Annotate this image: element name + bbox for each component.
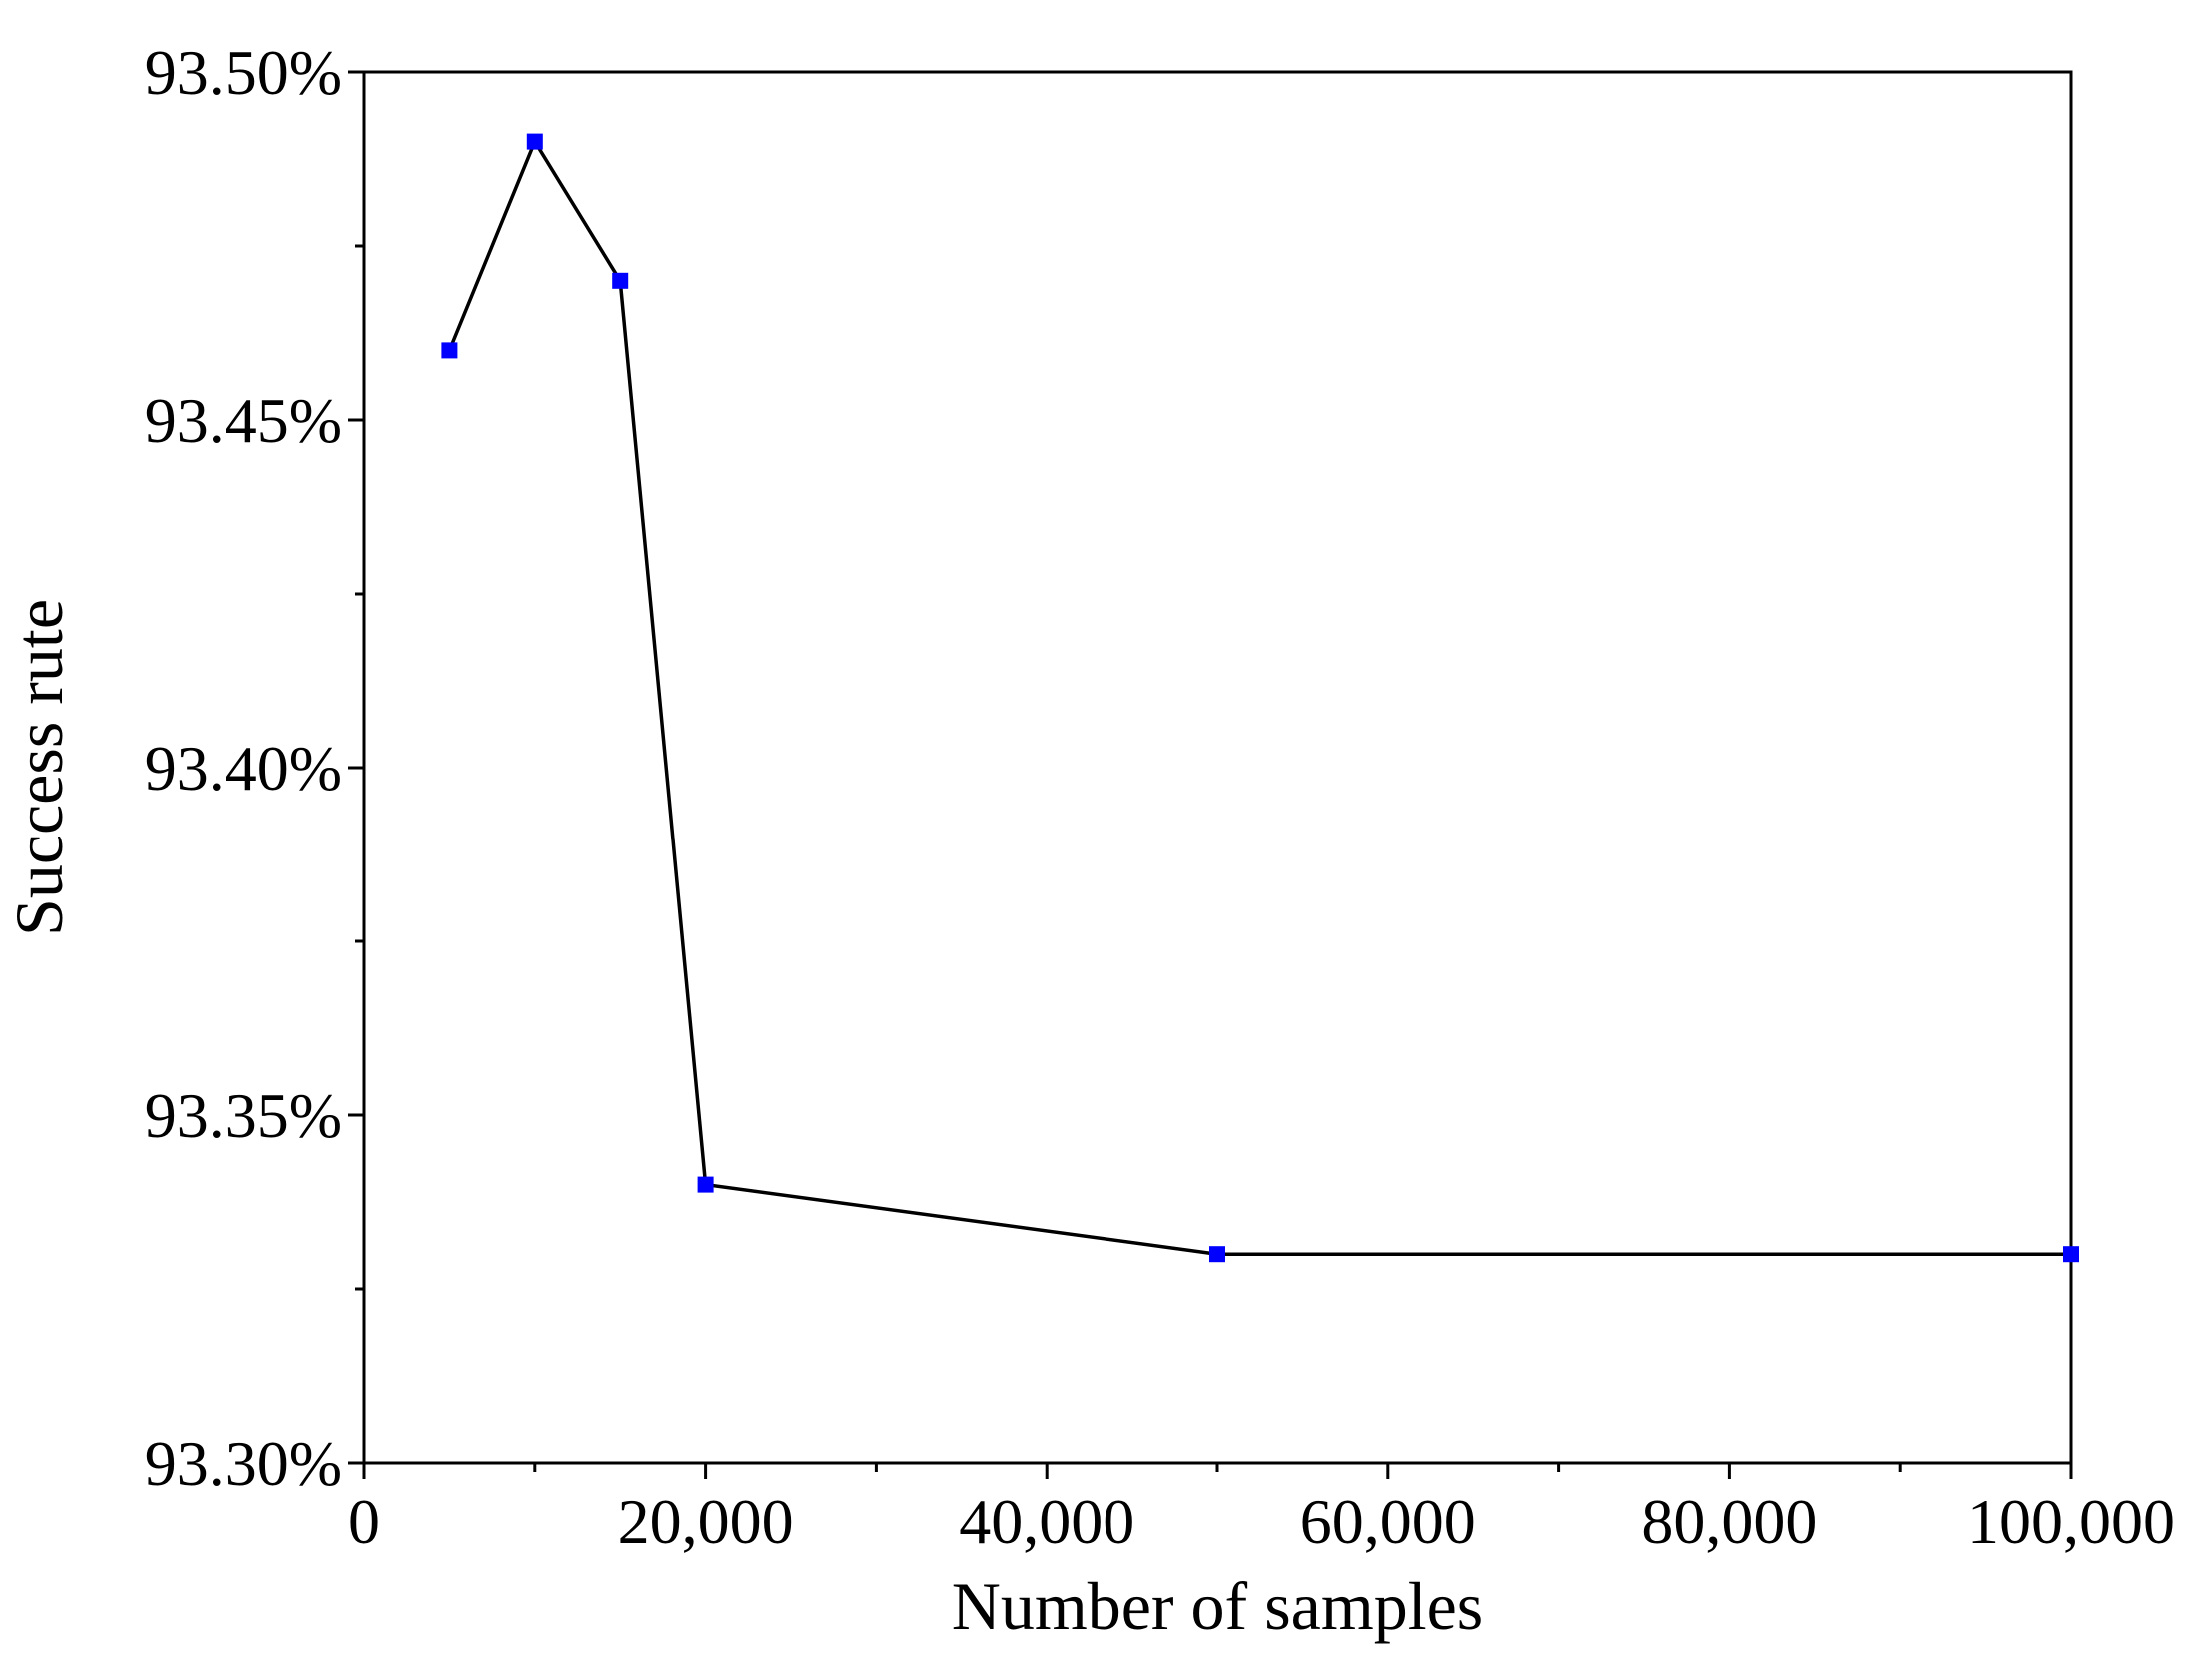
x-tick-label: 100,000 bbox=[1967, 1486, 2175, 1557]
data-point-marker bbox=[612, 272, 629, 289]
x-tick-label: 80,000 bbox=[1641, 1486, 1817, 1557]
y-tick-label: 93.35% bbox=[145, 1080, 342, 1151]
data-point-marker bbox=[441, 342, 458, 359]
x-axis-label: Number of samples bbox=[952, 1568, 1484, 1644]
data-point-marker bbox=[2063, 1246, 2079, 1263]
data-point-marker bbox=[526, 133, 543, 150]
x-tick-label: 40,000 bbox=[959, 1486, 1134, 1557]
series-line bbox=[447, 137, 2071, 1256]
x-tick-label: 0 bbox=[348, 1486, 380, 1557]
x-tick-label: 20,000 bbox=[618, 1486, 794, 1557]
data-point-marker bbox=[697, 1176, 714, 1193]
y-tick-label: 93.30% bbox=[145, 1428, 342, 1499]
y-tick-label: 93.40% bbox=[145, 733, 342, 804]
y-axis-label: Success rute bbox=[1, 599, 77, 936]
y-tick-label: 93.45% bbox=[145, 385, 342, 456]
data-point-marker bbox=[1209, 1246, 1225, 1263]
y-tick-label: 93.50% bbox=[145, 37, 342, 108]
x-tick-label: 60,000 bbox=[1300, 1486, 1476, 1557]
